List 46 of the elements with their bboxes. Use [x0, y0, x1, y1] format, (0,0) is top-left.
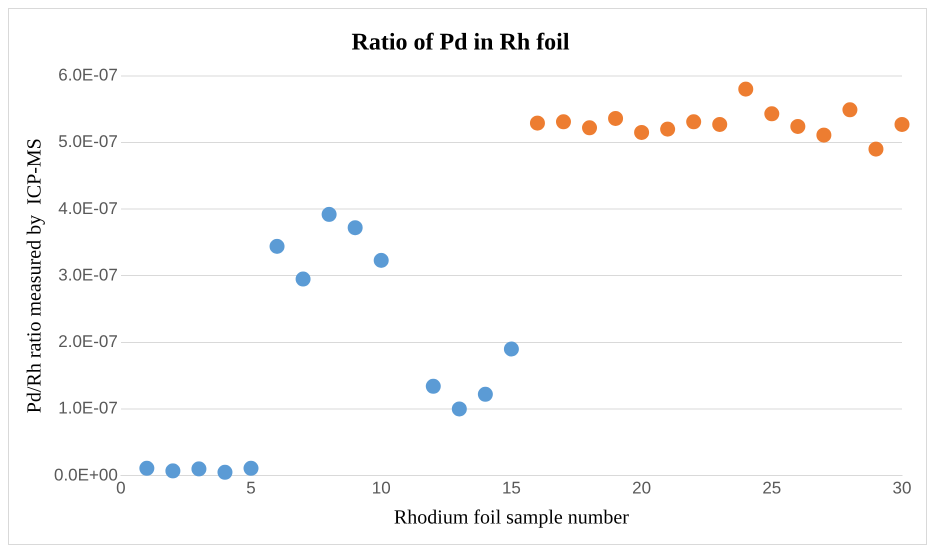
chart-title: Ratio of Pd in Rh foil [351, 30, 570, 56]
point [504, 341, 519, 356]
y-axis-title: Pd/Rh ratio measured by ICP-MS [23, 138, 46, 414]
point [348, 220, 363, 236]
point [790, 118, 806, 134]
point [191, 461, 206, 476]
x-tick-label: 5 [246, 478, 256, 498]
x-tick-label: 30 [892, 478, 912, 498]
point [582, 120, 598, 136]
point [270, 238, 285, 254]
point [660, 122, 676, 137]
point [738, 82, 754, 97]
point [764, 106, 780, 122]
x-tick-label: 20 [632, 478, 652, 498]
point [868, 142, 884, 157]
point [478, 386, 493, 402]
point [634, 124, 650, 140]
point [686, 114, 702, 130]
point [452, 401, 467, 416]
y-tick-label: 5.0E-07 [58, 132, 118, 152]
point [608, 110, 624, 126]
point [816, 128, 832, 143]
x-tick-label: 25 [762, 478, 782, 498]
point [556, 114, 571, 130]
point [139, 460, 154, 476]
point [426, 378, 441, 394]
y-tick-label: 2.0E-07 [58, 332, 118, 352]
y-tick-label: 4.0E-07 [58, 198, 118, 218]
y-tick-label: 3.0E-07 [58, 265, 118, 284]
y-tick-label: 1.0E-07 [58, 398, 118, 418]
point [894, 116, 910, 132]
x-tick-label: 0 [116, 478, 126, 498]
x-axis-title: Rhodium foil sample number [394, 506, 630, 528]
x-tick-label: 10 [372, 478, 391, 498]
point [322, 206, 337, 222]
y-tick-label: 0.0E+00 [54, 465, 118, 484]
x-tick-label: 15 [502, 478, 521, 498]
point [165, 463, 180, 478]
point [244, 460, 259, 476]
point [530, 116, 545, 131]
y-tick-label: 6.0E-07 [58, 65, 118, 84]
point [842, 102, 858, 118]
point [296, 272, 311, 287]
point [374, 252, 389, 268]
point [712, 116, 728, 132]
point [217, 464, 232, 480]
